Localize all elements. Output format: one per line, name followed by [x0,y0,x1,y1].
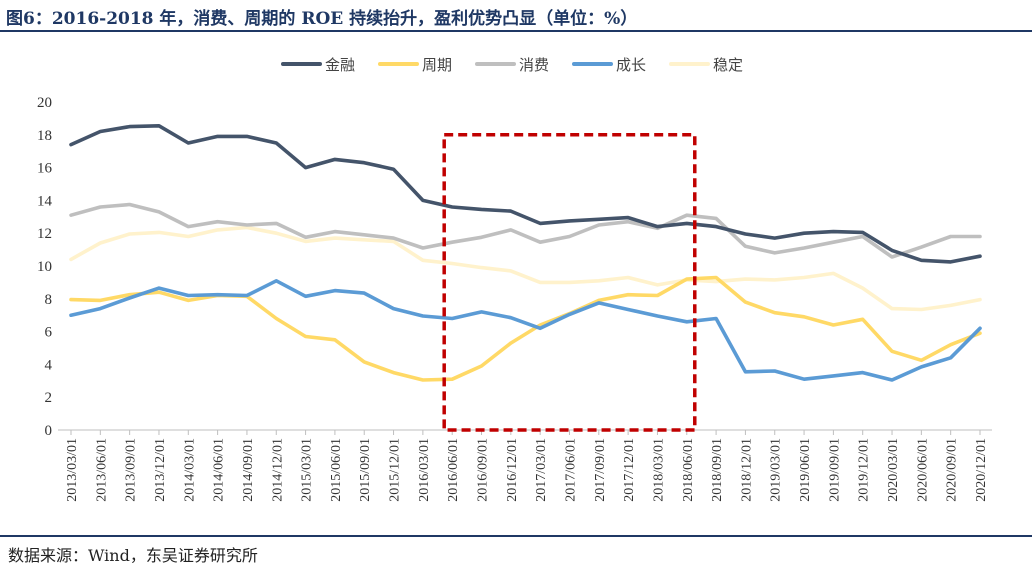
x-tick-label: 2020/03/01 [886,438,901,502]
series-line-周期 [69,275,982,382]
x-tick-label: 2015/12/01 [388,438,403,502]
legend-label: 消费 [519,56,549,74]
x-tick-label: 2015/03/01 [300,438,315,502]
y-tick-label: 18 [37,128,52,144]
x-tick-label: 2017/09/01 [593,438,608,502]
x-tick-label: 2020/09/01 [945,438,960,502]
y-tick-label: 12 [37,226,52,242]
y-tick-label: 8 [45,292,53,308]
y-tick-label: 16 [37,161,53,177]
x-tick-label: 2013/09/01 [124,438,139,502]
y-axis-ticks: 0 2 4 6 8 10 12 14 16 18 20 [37,95,53,439]
x-tick-label: 2019/09/01 [827,438,842,502]
chart-series [69,124,982,382]
x-tick-label: 2016/03/01 [417,438,432,502]
y-tick-label: 14 [37,193,53,209]
legend-label: 金融 [325,56,355,74]
series-line-成长 [69,279,982,382]
legend-item-消费: 消费 [475,56,549,74]
y-tick-label: 4 [45,357,53,373]
x-tick-label: 2018/03/01 [651,438,666,502]
y-tick-label: 6 [45,325,53,341]
footer-divider [0,535,1032,537]
y-tick-label: 2 [45,390,53,406]
x-tick-label: 2018/06/01 [681,438,696,502]
series-line-金融 [69,124,982,264]
series-line-稳定 [69,225,982,312]
x-tick-label: 2017/03/01 [534,438,549,502]
x-tick-label: 2016/09/01 [476,438,491,502]
series-line-消费 [69,202,982,259]
x-tick-label: 2016/06/01 [446,438,461,502]
x-axis: 2013/03/01 2013/06/01 2013/09/01 2013/12/01… [58,429,992,502]
legend-label: 成长 [616,56,646,74]
x-tick-label: 2013/12/01 [153,438,168,502]
x-tick-label: 2019/12/01 [857,438,872,502]
legend-item-金融: 金融 [281,56,355,74]
highlight-box [442,133,697,432]
x-tick-label: 2015/06/01 [329,438,344,502]
y-tick-label: 0 [45,423,53,439]
source-note: 数据来源：Wind，东吴证券研究所 [8,546,258,565]
x-tick-label: 2019/06/01 [798,438,813,502]
x-tick-label: 2020/06/01 [915,438,930,502]
legend-item-周期: 周期 [378,56,452,74]
x-tick-label: 2017/06/01 [563,438,578,502]
y-tick-label: 10 [37,259,52,275]
highlight-region [442,133,697,432]
x-tick-label: 2014/09/01 [241,438,256,502]
x-tick-label: 2015/09/01 [358,438,373,502]
x-tick-label: 2014/06/01 [212,438,227,502]
page-title: 图6：2016-2018 年，消费、周期的 ROE 持续抬升，盈利优势凸显（单位… [6,9,638,29]
legend-label: 周期 [422,56,452,74]
x-tick-label: 2019/03/01 [769,438,784,502]
x-tick-label: 2017/12/01 [622,438,637,502]
title-divider [0,30,1032,32]
legend-item-稳定: 稳定 [669,56,743,74]
y-tick-label: 20 [37,95,52,111]
x-tick-label: 2018/09/01 [710,438,725,502]
legend-label: 稳定 [713,56,743,74]
x-tick-label: 2013/03/01 [65,438,80,502]
x-tick-label: 2018/12/01 [739,438,754,502]
legend-item-成长: 成长 [572,56,646,74]
x-tick-label: 2014/12/01 [270,438,285,502]
x-tick-label: 2020/12/01 [974,438,989,502]
x-tick-label: 2014/03/01 [182,438,197,502]
chart-legend: 金融 周期 消费 成长 稳定 [281,56,743,74]
x-tick-label: 2016/12/01 [505,438,520,502]
x-tick-label: 2013/06/01 [94,438,109,502]
